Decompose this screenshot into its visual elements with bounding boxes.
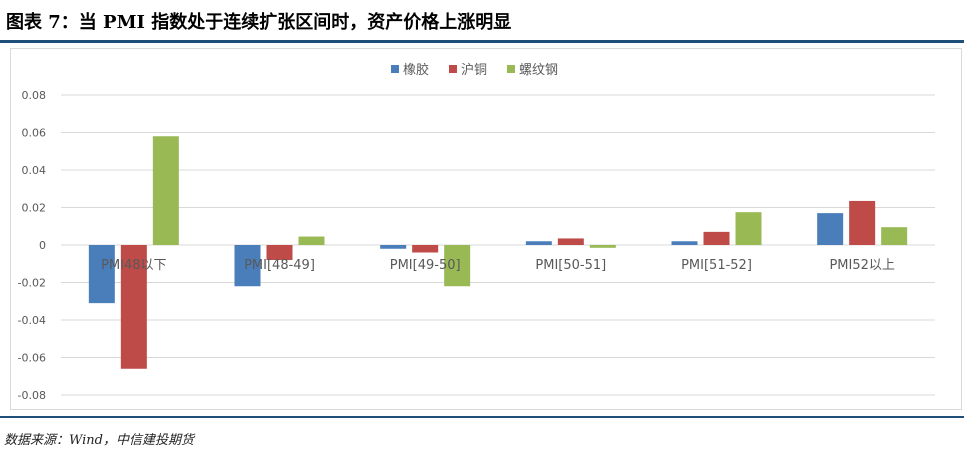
bar-橡胶-PMI52以上 [817,213,844,245]
x-tick-label: PMI52以上 [829,258,894,273]
bar-橡胶-PMI[51-52] [671,241,698,245]
bar-橡胶-PMI[49-50] [380,245,407,249]
legend-swatch [391,65,399,73]
legend-label: 沪铜 [461,62,487,78]
bar-螺纹钢-PMI48以下 [152,136,179,245]
y-tick-label: 0.04 [22,164,47,177]
bar-螺纹钢-PMI52以上 [881,227,908,245]
x-tick-label: PMI48以下 [101,258,166,273]
bar-沪铜-PMI[51-52] [703,231,730,245]
legend-label: 橡胶 [403,62,429,78]
y-tick-label: -0.04 [18,314,46,327]
y-tick-label: -0.06 [18,352,46,365]
bar-螺纹钢-PMI[48-49] [298,236,325,245]
legend-label: 螺纹钢 [519,63,558,78]
bar-沪铜-PMI[49-50] [412,245,439,253]
x-tick-label: PMI[48-49] [244,258,315,273]
x-tick-label: PMI[51-52] [681,258,752,273]
top-rule [0,40,964,43]
legend-swatch [449,65,457,73]
bar-橡胶-PMI[48-49] [234,245,261,287]
y-tick-label: 0.02 [22,202,47,215]
y-tick-label: 0.06 [22,127,47,140]
bar-螺纹钢-PMI[51-52] [735,212,762,245]
bar-橡胶-PMI[50-51] [525,241,552,245]
x-tick-label: PMI[50-51] [535,258,606,273]
bar-螺纹钢-PMI[50-51] [589,245,616,248]
y-tick-label: 0 [39,239,46,252]
bar-沪铜-PMI48以下 [120,245,147,369]
bar-chart: -0.08 -0.06 -0.04 -0.02 0 0.02 0.04 0.06 0.08 PM… [18,62,935,402]
legend-swatch [507,65,515,73]
gridlines [61,94,935,396]
figure-title: 图表 7：当 PMI 指数处于连续扩张区间时，资产价格上涨明显 [6,12,512,33]
chart-frame: -0.08 -0.06 -0.04 -0.02 0 0.02 0.04 0.06 0.08 PM… [10,48,962,410]
y-tick-label: 0.08 [22,89,47,102]
bars [88,136,908,369]
bar-橡胶-PMI48以下 [88,245,115,304]
source-note: 数据来源：Wind，中信建投期货 [4,433,194,448]
x-tick-label: PMI[49-50] [390,258,461,273]
legend: 橡胶 沪铜 螺纹钢 [391,62,558,78]
bar-沪铜-PMI52以上 [849,200,876,245]
bar-沪铜-PMI[50-51] [557,238,584,245]
x-tick-labels: PMI48以下 PMI[48-49] PMI[49-50] PMI[50-51] PMI… [101,258,895,273]
bar-螺纹钢-PMI[49-50] [444,245,471,287]
y-tick-labels: -0.08 -0.06 -0.04 -0.02 0 0.02 0.04 0.06 0.08 [18,89,46,402]
bottom-rule [0,416,964,418]
y-tick-label: -0.02 [18,277,46,290]
bar-沪铜-PMI[48-49] [266,245,293,260]
y-tick-label: -0.08 [18,389,46,402]
